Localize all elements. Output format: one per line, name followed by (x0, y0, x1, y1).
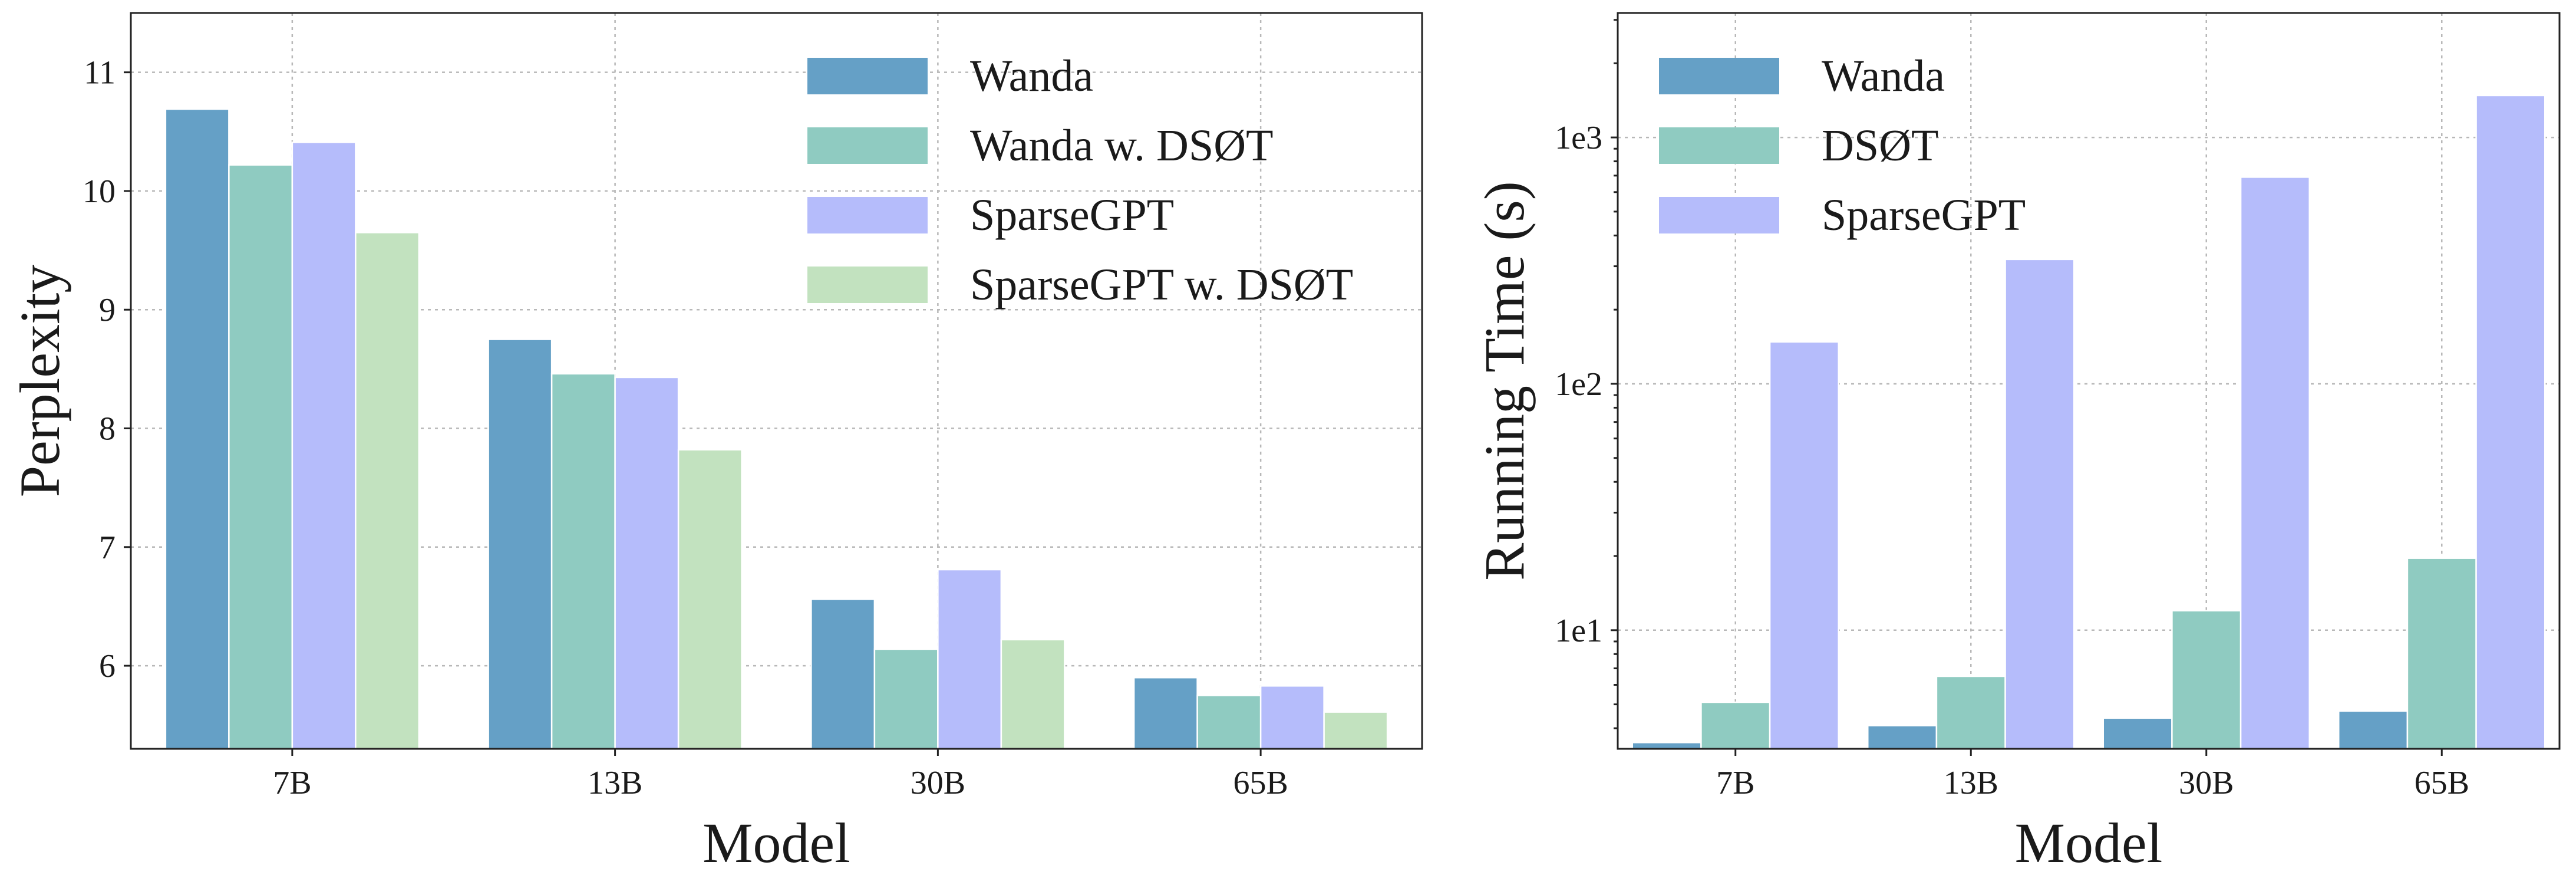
bar-ds-t-65b (2406, 557, 2477, 750)
legend-label: SparseGPT (970, 190, 1174, 240)
bar-sparsegpt-w-ds-t-7b (355, 232, 420, 750)
legend-swatch (807, 58, 928, 94)
y-tick-label: 1e2 (1555, 366, 1602, 403)
bar-sparsegpt-30b (2239, 176, 2310, 750)
plot-frame (130, 12, 1423, 750)
x-tick-label: 30B (911, 765, 965, 801)
legend-label: Wanda (970, 51, 1093, 101)
bar-sparsegpt-7b (1769, 341, 1839, 750)
legend-swatch (807, 267, 928, 303)
bar-wanda-13b (487, 338, 553, 750)
legend-label: SparseGPT w. DSØT (970, 260, 1353, 310)
legend-label: SparseGPT (1822, 190, 2026, 240)
x-axis-label: Model (702, 811, 850, 874)
y-tick-label: 7 (99, 529, 116, 566)
x-tick-label: 7B (273, 765, 311, 801)
bar-ds-t-7b (1700, 701, 1771, 750)
x-tick-label: 30B (2179, 765, 2234, 801)
y-tick-label: 10 (83, 173, 116, 210)
bar-wanda-w-ds-t-30b (873, 648, 939, 750)
bar-wanda-7b (164, 108, 230, 750)
legend-swatch (807, 127, 928, 164)
plot-frame (1617, 12, 2561, 750)
y-tick-label: 9 (99, 292, 116, 328)
y-tick-label: 6 (99, 648, 116, 685)
bar-wanda-13b (1867, 725, 1938, 750)
legend-label: Wanda w. DSØT (970, 121, 1274, 170)
bar-wanda-30b (810, 598, 876, 750)
x-tick-label: 7B (1716, 765, 1754, 801)
bar-sparsegpt-65b (1259, 685, 1325, 750)
legend-swatch (1659, 58, 1779, 94)
x-tick-label: 13B (1944, 765, 1998, 801)
legend-label: DSØT (1822, 121, 1938, 170)
bar-sparsegpt-w-ds-t-13b (677, 449, 743, 750)
bar-sparsegpt-w-ds-t-30b (1000, 639, 1066, 750)
running-time-chart: 7B 13B 30B 65B 1e1 1e2 1e3 Model Running Time (s… (1473, 12, 2561, 874)
y-tick-label: 1e1 (1555, 613, 1602, 649)
x-tick-label: 13B (588, 765, 642, 801)
bar-sparsegpt-30b (937, 568, 1002, 750)
bar-sparsegpt-65b (2475, 94, 2546, 750)
bar-wanda-w-ds-t-13b (550, 373, 616, 750)
perplexity-chart: 7B 13B 30B 65B 6 7 8 9 10 11 Model Perplexity Wanda W… (8, 12, 1423, 874)
y-axis-label: Perplexity (8, 265, 71, 498)
bar-wanda-65b (2338, 710, 2409, 750)
legend-swatch (1659, 197, 1779, 233)
y-tick-label: 1e3 (1555, 120, 1602, 156)
y-tick-label: 8 (99, 411, 116, 448)
bar-wanda-w-ds-t-7b (228, 164, 293, 750)
bar-sparsegpt-13b (2004, 258, 2075, 750)
legend-label: Wanda (1822, 51, 1945, 101)
bar-wanda-w-ds-t-65b (1196, 695, 1262, 750)
x-axis-label: Model (2015, 811, 2163, 874)
bar-wanda-65b (1133, 676, 1198, 750)
y-axis-label: Running Time (s) (1473, 181, 1536, 580)
legend-swatch (1659, 127, 1779, 164)
legend-swatch (807, 197, 928, 233)
x-tick-label: 65B (2415, 765, 2469, 801)
bar-sparsegpt-7b (291, 142, 357, 750)
bar-sparsegpt-w-ds-t-65b (1323, 711, 1388, 750)
bar-ds-t-30b (2171, 610, 2242, 750)
bar-sparsegpt-13b (614, 376, 680, 750)
bar-wanda-30b (2102, 717, 2173, 750)
bar-wanda-7b (1631, 742, 1702, 750)
bar-ds-t-13b (1935, 675, 2006, 750)
x-tick-label: 65B (1233, 765, 1288, 801)
y-tick-label: 11 (84, 55, 116, 91)
